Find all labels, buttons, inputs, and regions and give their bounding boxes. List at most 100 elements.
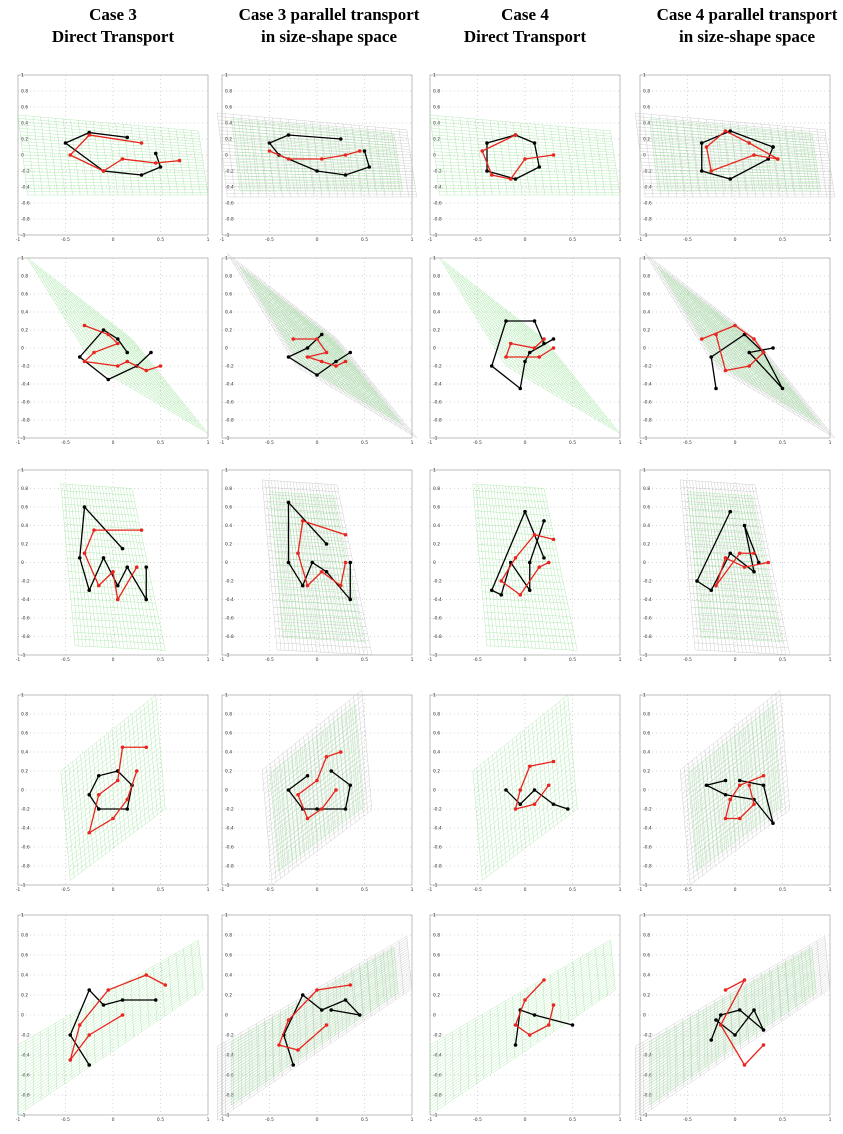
y-tick-label: 0.6 [433, 505, 440, 511]
y-tick-label: 1 [433, 693, 436, 699]
column-title: in size-shape space [261, 27, 397, 46]
y-tick-label: -0.2 [643, 579, 652, 585]
landmark [513, 807, 518, 811]
y-tick-label: 0.6 [433, 105, 440, 111]
y-tick-label: 0.8 [643, 486, 650, 492]
landmark [546, 560, 551, 565]
y-tick-label: 0.6 [225, 505, 232, 511]
landmark [286, 133, 291, 137]
deformation-grid [429, 939, 616, 1116]
deformation-grid [472, 694, 578, 881]
landmark [125, 807, 130, 811]
deformation-grid [60, 483, 166, 651]
deformation-grid [269, 491, 365, 642]
landmark [125, 135, 130, 140]
y-tick-label: 0.4 [21, 121, 28, 127]
panel: -1 -0.5 0 0.5 1-1-0.8-0.6-0.4-0.200.20.40.60… [217, 913, 414, 1123]
landmark [742, 1063, 747, 1067]
landmark [513, 133, 518, 137]
y-tick-label: -0.8 [643, 864, 652, 870]
landmark [699, 141, 704, 145]
x-tick-label: 0.5 [361, 440, 368, 446]
landmark [144, 368, 149, 373]
landmark [771, 821, 775, 826]
landmark [87, 988, 92, 992]
y-tick-label: -1 [643, 233, 648, 239]
landmark [728, 797, 733, 802]
y-tick-label: 0 [225, 346, 228, 352]
x-tick-label: 0 [112, 657, 115, 663]
y-tick-label: -0.6 [433, 201, 442, 207]
x-tick-label: -1 [638, 237, 643, 243]
x-tick-label: 1 [411, 657, 414, 663]
landmark [343, 173, 348, 177]
landmark [286, 355, 291, 359]
y-tick-label: 0 [21, 1013, 24, 1019]
deformation-grid [269, 704, 365, 872]
landmark [334, 788, 338, 792]
landmark [348, 350, 353, 355]
shape-line [514, 979, 555, 1036]
y-tick-label: 0.2 [21, 769, 28, 775]
landmark [153, 161, 158, 165]
panel: -1 -0.5 0 0.5 1-1-0.8-0.6-0.4-0.200.20.40.60… [217, 73, 417, 243]
landmark [286, 788, 291, 792]
landmark [120, 546, 125, 551]
x-tick-label: -0.5 [61, 237, 70, 243]
y-tick-label: 1 [21, 468, 24, 474]
landmark [348, 783, 353, 788]
panel: -1 -0.5 0 0.5 1-1-0.8-0.6-0.4-0.200.20.40.60… [220, 690, 414, 893]
x-tick-label: 0 [112, 887, 115, 893]
landmark [96, 583, 101, 588]
landmark [96, 807, 101, 811]
deformation-grid [657, 266, 821, 426]
landmark [513, 1043, 518, 1047]
y-tick-label: -0.8 [225, 634, 234, 640]
panel: -1 -0.5 0 0.5 1-1-0.8-0.6-0.4-0.200.20.40.60… [428, 693, 622, 894]
y-tick-label: -0.6 [643, 400, 652, 406]
y-tick-label: -0.2 [225, 1033, 234, 1039]
x-tick-label: -0.5 [473, 440, 482, 446]
landmark [315, 807, 319, 811]
landmark [319, 569, 324, 574]
y-tick-label: 0.8 [21, 712, 28, 718]
y-tick-label: 0.4 [643, 310, 650, 316]
y-tick-label: 0.6 [225, 953, 232, 959]
landmark [527, 560, 532, 565]
landmark [709, 1038, 714, 1042]
y-tick-label: 0.6 [643, 953, 650, 959]
y-tick-label: -0.2 [21, 807, 30, 813]
y-tick-label: 0.4 [643, 121, 650, 127]
landmark [723, 816, 728, 821]
y-tick-label: -1 [21, 883, 26, 889]
x-tick-label: 0.5 [779, 440, 786, 446]
y-tick-label: 0.8 [21, 274, 28, 280]
landmark [319, 332, 324, 337]
x-tick-label: 0.5 [569, 887, 576, 893]
landmark [551, 337, 556, 341]
y-tick-label: -0.2 [21, 579, 30, 585]
landmark [723, 368, 728, 373]
landmark [723, 778, 728, 783]
landmark [551, 346, 556, 350]
y-tick-label: 0.2 [643, 328, 650, 334]
y-tick-label: -1 [21, 653, 26, 659]
y-tick-label: 0 [433, 560, 436, 566]
landmark [82, 359, 87, 364]
x-tick-label: 1 [619, 657, 622, 663]
landmark [542, 556, 546, 560]
y-tick-label: -0.6 [433, 845, 442, 851]
landmark [714, 1018, 718, 1022]
landmark [125, 359, 130, 364]
landmark [343, 807, 348, 811]
shape-line [287, 500, 351, 602]
y-tick-label: 0.6 [225, 731, 232, 737]
landmark [144, 597, 149, 602]
x-tick-label: 1 [829, 657, 832, 663]
y-tick-label: 0.8 [433, 486, 440, 492]
y-tick-label: -0.8 [643, 418, 652, 424]
landmark [737, 816, 742, 821]
shape-line [505, 338, 554, 358]
landmark [728, 129, 733, 133]
y-tick-label: -1 [643, 883, 648, 889]
